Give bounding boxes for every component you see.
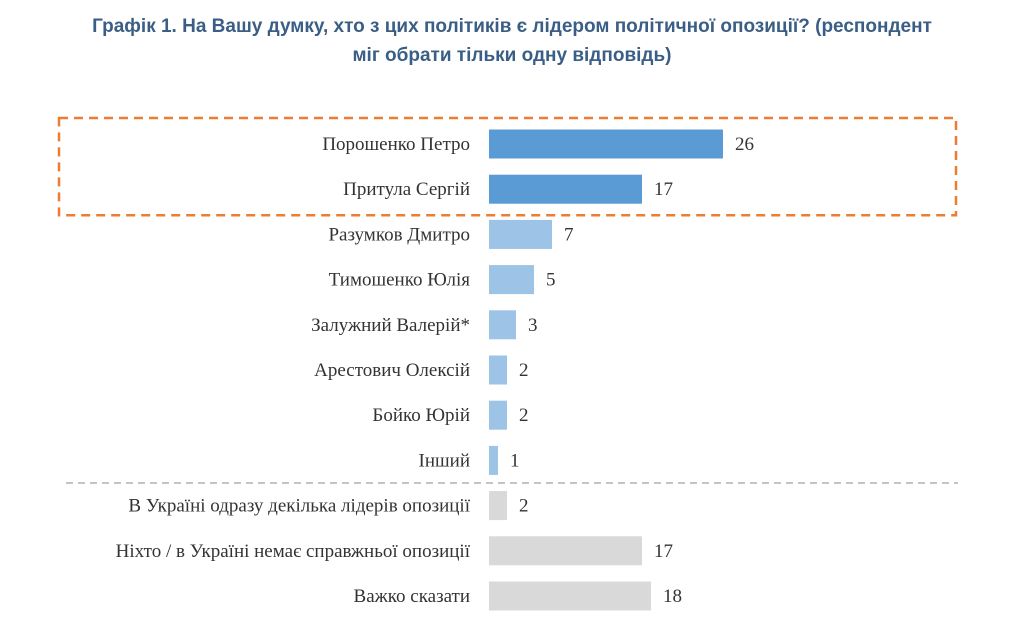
category-label: Притула Сергій bbox=[343, 179, 470, 200]
bar bbox=[489, 174, 642, 204]
bar bbox=[489, 265, 534, 295]
bar bbox=[489, 536, 642, 566]
data-label: 2 bbox=[519, 405, 529, 426]
bar bbox=[489, 310, 516, 340]
data-label: 2 bbox=[519, 360, 529, 381]
bar bbox=[489, 445, 498, 475]
category-label: Важко сказати bbox=[354, 586, 470, 607]
data-label: 3 bbox=[528, 315, 538, 336]
highlight-box bbox=[57, 116, 958, 217]
category-label: Разумков Дмитро bbox=[328, 224, 470, 245]
data-label: 18 bbox=[663, 586, 682, 607]
data-label: 2 bbox=[519, 496, 529, 517]
data-label: 7 bbox=[564, 224, 574, 245]
chart-title-line-2: міг обрати тільки одну відповідь) bbox=[352, 45, 672, 66]
category-label: Залужний Валерій* bbox=[311, 315, 470, 336]
bar bbox=[489, 581, 651, 611]
bar bbox=[489, 400, 507, 430]
bar bbox=[489, 219, 552, 249]
chart-title-line-1: Графік 1. На Вашу думку, хто з цих політ… bbox=[92, 16, 932, 37]
category-label: Бойко Юрій bbox=[372, 405, 470, 426]
category-label: Порошенко Петро bbox=[322, 134, 470, 155]
category-label: Ніхто / в Україні немає справжньої опози… bbox=[116, 541, 471, 562]
chart-title: Графік 1. На Вашу думку, хто з цих політ… bbox=[0, 12, 1024, 70]
category-label: В Україні одразу декілька лідерів опозиц… bbox=[128, 496, 470, 517]
category-label: Тимошенко Юлія bbox=[329, 270, 471, 291]
data-label: 26 bbox=[735, 134, 754, 155]
data-label: 17 bbox=[654, 179, 673, 200]
data-label: 5 bbox=[546, 270, 556, 291]
data-label: 1 bbox=[510, 450, 520, 471]
category-label: Арестович Олексій bbox=[314, 360, 470, 381]
data-label: 17 bbox=[654, 541, 673, 562]
bar bbox=[489, 491, 507, 521]
bar bbox=[489, 129, 723, 159]
category-label: Інший bbox=[419, 450, 470, 471]
bar bbox=[489, 355, 507, 385]
